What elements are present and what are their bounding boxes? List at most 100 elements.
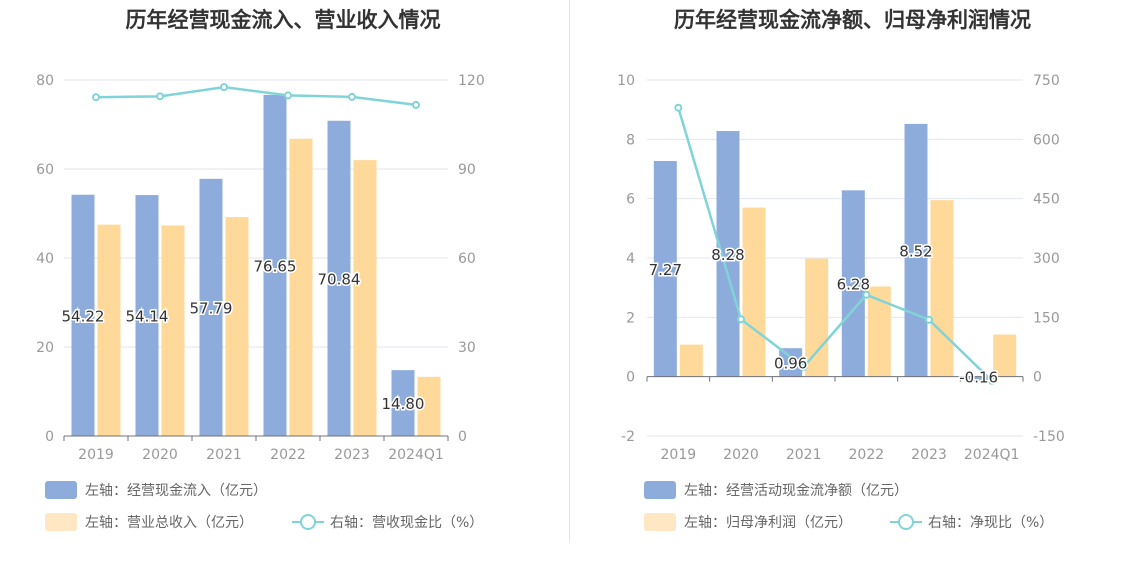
line-point	[862, 290, 871, 299]
bar-series-2	[289, 138, 313, 437]
line-point	[987, 376, 996, 385]
bar-series-2	[993, 334, 1017, 377]
legend-label: 右轴：净现比（%）	[928, 515, 1054, 531]
x-tick-label: 2021	[786, 447, 822, 463]
line-point	[348, 92, 356, 101]
y-right-tick-label: 120	[458, 73, 485, 89]
y-left-tick-label: 8	[626, 132, 635, 148]
bar-series-1	[841, 190, 865, 377]
y-right-tick-label: -150	[1033, 429, 1065, 445]
bar-series-2	[742, 207, 766, 377]
legend-label: 左轴：经营现金流入（亿元）	[85, 483, 267, 499]
y-left-tick-label: 40	[36, 251, 54, 267]
line-point	[925, 315, 933, 324]
legend-item-bar2[interactable]: 左轴：归母净利润（亿元）	[644, 512, 852, 532]
legend-item-line[interactable]: 右轴：净现比（%）	[890, 512, 1053, 532]
y-right-tick-label: 60	[458, 251, 476, 267]
chart-plot-area: -2 0 2 4 6 8 10 -150 0 150 300 450 600 750 2019 2020 202…	[617, 73, 1065, 463]
line-series	[95, 85, 417, 107]
y-left-tick-label: -2	[621, 429, 635, 445]
y-left-tick-label: 6	[626, 192, 635, 208]
x-tick-label: 2021	[206, 447, 242, 463]
line-point	[92, 93, 100, 102]
legend-item-bar2[interactable]: 左轴：营业总收入（亿元）	[45, 512, 253, 532]
y-left-tick-label: 80	[36, 73, 54, 89]
bar-series-1	[199, 178, 223, 436]
bar-series-2	[930, 200, 954, 377]
data-label: 57.79	[190, 299, 233, 317]
data-label: 54.22	[62, 307, 105, 325]
y-right-tick-label: 600	[1033, 132, 1060, 148]
data-label: 7.27	[649, 261, 682, 279]
y-right-tick-label: 30	[458, 340, 476, 356]
bar-series-2	[225, 217, 249, 436]
legend-label: 左轴：归母净利润（亿元）	[684, 515, 852, 531]
y-right-tick-label: 150	[1033, 310, 1060, 326]
line-point	[412, 100, 420, 109]
bar-series-1	[779, 348, 803, 377]
bar-series-2	[353, 160, 377, 436]
x-tick-label: 2023	[334, 447, 370, 463]
bar-series-2	[417, 376, 441, 436]
x-tick-label: 2024Q1	[964, 447, 1020, 463]
bar-series-2	[805, 258, 829, 377]
line-point	[220, 83, 228, 92]
y-left-tick-label: 0	[45, 429, 54, 445]
data-label: 76.65	[254, 257, 297, 275]
legend-item-line[interactable]: 右轴：营收现金比（%）	[292, 512, 483, 532]
y-right-tick-label: 450	[1033, 192, 1060, 208]
x-tick-label: 2022	[849, 447, 885, 463]
bar-series-1	[653, 160, 677, 377]
legend-swatch-line	[292, 513, 324, 531]
y-left-tick-label: 10	[617, 73, 635, 89]
legend-swatch-bar2	[45, 513, 77, 531]
y-right-tick-label: 0	[1033, 370, 1042, 386]
y-left-tick-label: 60	[36, 162, 54, 178]
panel-divider	[569, 0, 570, 542]
y-right-tick-label: 0	[458, 429, 467, 445]
bar-series-1	[967, 376, 991, 382]
y-left-tick-label: 0	[626, 370, 635, 386]
chart-panel-netcash-profit: 历年经营现金流净额、归母净利润情况 -2 0 2 4 6 8 10 -150 0 150 300 45…	[571, 0, 1134, 560]
data-label: 14.80	[382, 395, 425, 413]
x-tick-label: 2024Q1	[388, 447, 444, 463]
legend-item-bar1[interactable]: 左轴：经营现金流入（亿元）	[45, 480, 267, 500]
data-label: -0.16	[959, 369, 998, 387]
x-tick-label: 2023	[911, 447, 947, 463]
data-label: 8.28	[711, 246, 744, 264]
bar-series-2	[161, 225, 185, 436]
legend-swatch-bar1	[644, 481, 676, 499]
chart-plot-area: 0 20 40 60 80 0 30 60 90 120 2019 2020 2021 2022 2023 2…	[36, 73, 485, 463]
legend-swatch-bar1	[45, 481, 77, 499]
line-point	[799, 362, 808, 371]
x-tick-label: 2019	[661, 447, 697, 463]
legend-swatch-line	[890, 513, 922, 531]
line-series	[677, 107, 993, 382]
y-right-tick-label: 300	[1033, 251, 1060, 267]
bar-series-1	[263, 94, 287, 436]
legend-label: 左轴：营业总收入（亿元）	[85, 515, 253, 531]
data-label: 70.84	[318, 270, 361, 288]
data-label: 6.28	[837, 276, 870, 294]
bar-series-1	[71, 194, 95, 436]
data-label: 54.14	[126, 308, 169, 326]
legend-swatch-bar2	[644, 513, 676, 531]
y-left-tick-label: 4	[626, 251, 635, 267]
y-right-tick-label: 750	[1033, 73, 1060, 89]
line-point	[156, 92, 164, 101]
legend-label: 左轴：经营活动现金流净额（亿元）	[684, 483, 908, 499]
y-left-tick-label: 20	[36, 340, 54, 356]
line-point	[737, 315, 745, 324]
bar-series-2	[867, 286, 891, 377]
x-tick-label: 2020	[142, 447, 178, 463]
line-point	[284, 91, 292, 100]
bar-series-1	[391, 370, 415, 436]
y-right-tick-label: 90	[458, 162, 476, 178]
chart-title: 历年经营现金流净额、归母净利润情况	[674, 8, 1031, 32]
legend-item-bar1[interactable]: 左轴：经营活动现金流净额（亿元）	[644, 480, 908, 500]
data-label: 0.96	[774, 354, 807, 372]
y-left-tick-label: 2	[626, 310, 635, 326]
data-label: 8.52	[899, 242, 932, 260]
chart-panel-cashflow-revenue: 历年经营现金流入、营业收入情况 0 20 40 60 80 0 30 60 90 120 2019 2…	[0, 0, 566, 560]
x-tick-label: 2019	[78, 447, 114, 463]
